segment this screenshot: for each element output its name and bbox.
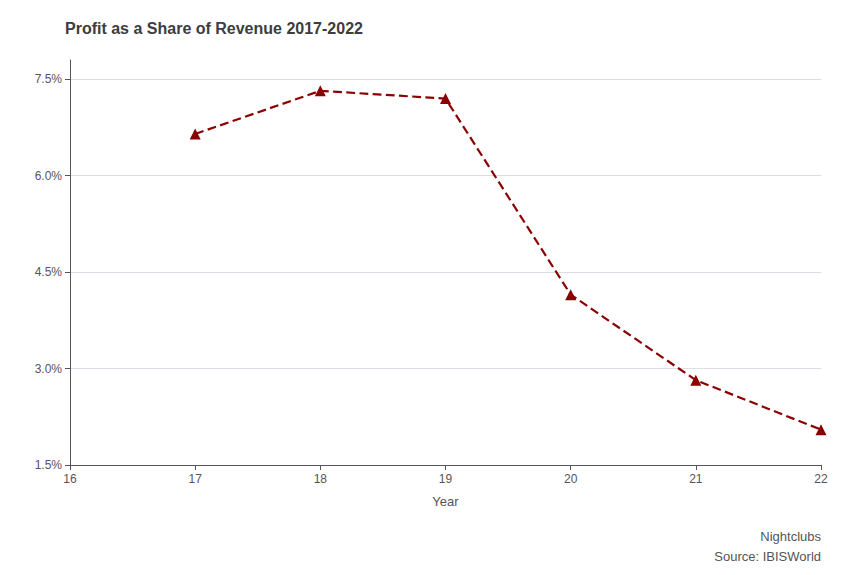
- svg-text:1.5%: 1.5%: [35, 458, 63, 472]
- svg-text:22: 22: [814, 472, 828, 486]
- svg-text:Source: IBISWorld: Source: IBISWorld: [714, 549, 821, 564]
- svg-text:19: 19: [439, 472, 453, 486]
- svg-text:6.0%: 6.0%: [35, 169, 63, 183]
- svg-text:20: 20: [564, 472, 578, 486]
- svg-text:7.5%: 7.5%: [35, 72, 63, 86]
- svg-text:Profit as a Share of Revenue 2: Profit as a Share of Revenue 2017-2022: [65, 20, 363, 37]
- svg-text:Year: Year: [432, 494, 459, 509]
- svg-text:16: 16: [63, 472, 77, 486]
- svg-text:Nightclubs: Nightclubs: [760, 529, 821, 544]
- svg-text:17: 17: [188, 472, 202, 486]
- svg-text:18: 18: [314, 472, 328, 486]
- svg-text:21: 21: [689, 472, 703, 486]
- svg-text:4.5%: 4.5%: [35, 265, 63, 279]
- svg-text:3.0%: 3.0%: [35, 362, 63, 376]
